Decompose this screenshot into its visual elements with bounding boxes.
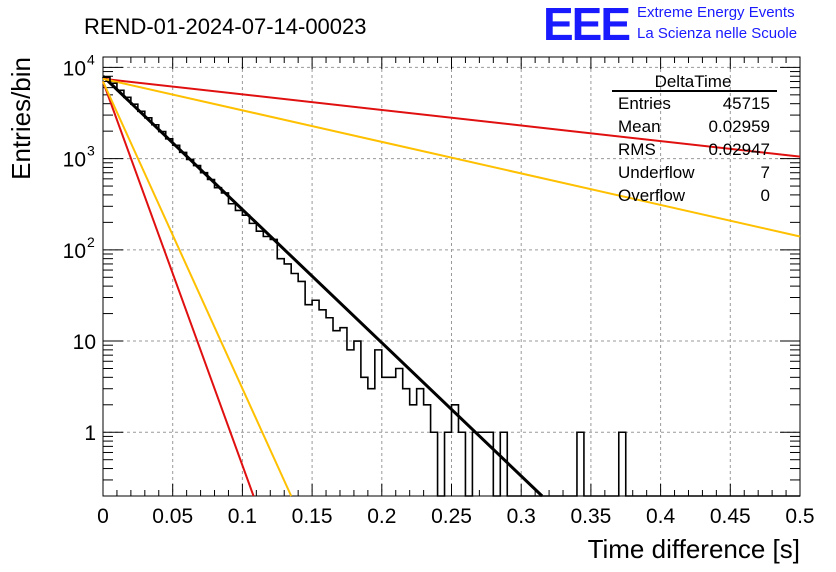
stats-row-value: 45715 — [723, 94, 770, 113]
histogram-bin — [333, 331, 340, 496]
histogram-bin — [284, 264, 291, 496]
y-axis-title: Entries/bin — [6, 57, 36, 180]
histogram-bin — [103, 77, 110, 496]
histogram-bin — [305, 305, 312, 496]
histogram-bin — [201, 173, 208, 496]
histogram-bin — [577, 432, 584, 496]
histogram-bin — [159, 132, 166, 496]
histogram-bin — [375, 350, 382, 496]
histogram-outline — [103, 76, 800, 497]
stats-box: DeltaTime Entries 45715 Mean 0.02959 RMS 0.02… — [612, 72, 777, 205]
y-tick-exponent: 2 — [87, 234, 95, 250]
eee-logo-line2: La Scienza nelle Scuole — [637, 25, 797, 42]
histogram-bin — [166, 139, 173, 496]
histogram-bin — [180, 152, 187, 496]
histogram-bin — [312, 300, 319, 496]
histogram-bin — [249, 223, 256, 496]
x-tick-label: 0.4 — [646, 505, 676, 528]
x-tick-label: 0.3 — [507, 505, 536, 528]
fit-line — [102, 81, 255, 497]
x-tick-label: 0 — [97, 505, 109, 528]
axis-ticks — [102, 57, 801, 496]
histogram-bin — [500, 432, 507, 496]
histogram-bin — [424, 405, 431, 496]
x-tick-label: 0.1 — [228, 505, 257, 528]
x-tick-label: 0.45 — [710, 505, 751, 528]
histogram-bin — [228, 204, 235, 496]
eee-logo-mark: EEE — [543, 0, 629, 50]
histogram-bin — [208, 180, 215, 496]
x-tick-label: 0.15 — [292, 505, 333, 528]
fit-lines — [101, 75, 801, 498]
y-tick-label: 10 — [63, 149, 86, 172]
x-tick-label: 0.5 — [785, 505, 814, 528]
eee-logo: EEE Extreme Energy Events La Scienza nel… — [543, 0, 797, 50]
fit-line — [102, 77, 801, 158]
histogram-bin — [368, 389, 375, 496]
histogram-bin — [340, 328, 347, 496]
histogram-bin — [361, 377, 368, 496]
y-tick-label: 10 — [63, 57, 86, 80]
stats-row-label: Mean — [618, 117, 661, 136]
histogram-bin — [173, 145, 180, 496]
histogram-bin — [347, 350, 354, 496]
histogram-bin — [291, 274, 298, 496]
stats-title: DeltaTime — [655, 72, 732, 91]
histogram-bin — [445, 432, 452, 496]
histogram-bin — [410, 405, 417, 496]
x-tick-label: 0.2 — [367, 505, 396, 528]
histogram-bin — [194, 166, 201, 496]
chart-title: REND-01-2024-07-14-00023 — [84, 14, 367, 39]
fit-line — [101, 75, 544, 498]
histogram-bin — [242, 215, 249, 496]
x-tick-label: 0.25 — [431, 505, 472, 528]
histogram-bin — [619, 432, 626, 496]
stats-row-label: Entries — [618, 94, 671, 113]
y-tick-label: 10 — [73, 331, 96, 354]
stats-row-value: 7 — [761, 163, 770, 182]
histogram-bin — [472, 432, 479, 496]
tick-labels: 0 0.05 0.1 0.15 0.2 0.25 0.3 0.35 0.4 0.45 0.5 1 10 1… — [63, 51, 815, 528]
histogram-bin — [117, 90, 124, 496]
histogram-bin — [256, 231, 263, 496]
histogram-bin — [326, 318, 333, 496]
histogram-bin — [431, 432, 438, 496]
fit-line — [102, 77, 801, 238]
stats-row-label: RMS — [618, 140, 656, 159]
histogram-bin — [298, 281, 305, 496]
y-tick-exponent: 4 — [87, 51, 95, 67]
stats-rows: Entries 45715 Mean 0.02959 RMS 0.02947 Underfl… — [618, 94, 770, 205]
histogram-bin — [263, 236, 270, 496]
histogram-bin — [403, 389, 410, 496]
stats-row-value: 0.02947 — [709, 140, 770, 159]
histogram-bin — [110, 83, 117, 496]
stats-row-label: Underflow — [618, 163, 695, 182]
x-tick-label: 0.05 — [152, 505, 193, 528]
histogram-bin — [417, 389, 424, 496]
eee-logo-line1: Extreme Energy Events — [637, 4, 795, 21]
histogram-bin — [354, 341, 361, 496]
y-tick-label: 10 — [63, 240, 86, 263]
fit-line — [102, 81, 293, 497]
histogram-bin — [389, 377, 396, 496]
histogram-bin — [382, 377, 389, 496]
stats-row-value: 0 — [761, 186, 770, 205]
x-axis-title: Time difference [s] — [588, 534, 800, 564]
histogram-bin — [152, 125, 159, 496]
x-tick-label: 0.35 — [570, 505, 611, 528]
histogram-bin — [458, 432, 465, 496]
histogram — [103, 76, 800, 497]
grid — [103, 57, 800, 496]
stats-row-label: Overflow — [618, 186, 686, 205]
stats-row-value: 0.02959 — [709, 117, 770, 136]
y-tick-exponent: 3 — [87, 143, 95, 159]
histogram-bin — [319, 310, 326, 496]
y-tick-label: 1 — [84, 422, 96, 445]
histogram-bin — [452, 405, 459, 496]
histogram-bin — [277, 259, 284, 496]
